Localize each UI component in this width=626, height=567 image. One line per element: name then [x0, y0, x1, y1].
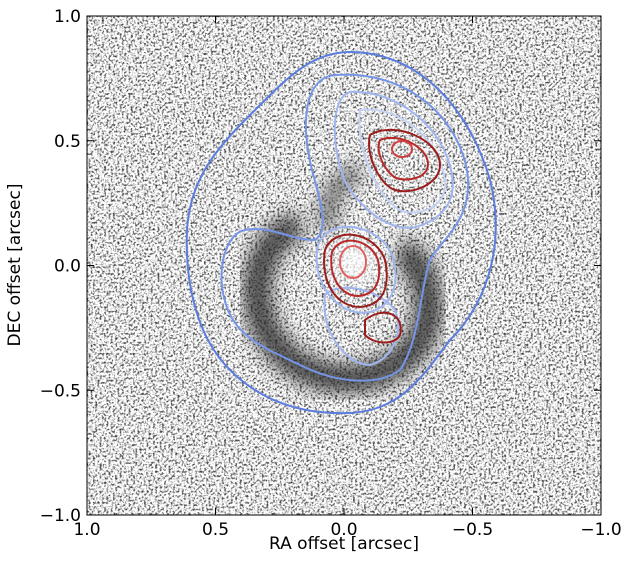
x-tick-label: −1.0 — [580, 520, 621, 540]
y-axis-label: DEC offset [arcsec] — [5, 184, 25, 347]
contour — [339, 245, 367, 279]
contour — [391, 140, 413, 158]
contour — [358, 108, 447, 214]
contour — [368, 128, 442, 193]
contour — [333, 90, 454, 230]
image — [87, 16, 601, 515]
y-tick-label: 0.5 — [54, 132, 81, 152]
x-tick-label: 0.5 — [202, 520, 229, 540]
contour — [315, 226, 397, 314]
contour — [377, 136, 430, 181]
y-tick-label: 0.0 — [54, 257, 81, 277]
contour — [330, 239, 381, 298]
y-tick-label: −1.0 — [40, 506, 81, 526]
contour — [364, 311, 402, 344]
y-tick-label: 1.0 — [54, 7, 81, 27]
x-tick-label: 0.0 — [330, 520, 357, 540]
contour — [220, 73, 470, 382]
x-axis-label: RA offset [arcsec] — [269, 534, 419, 554]
contour — [323, 286, 400, 367]
contour — [323, 233, 388, 309]
contour — [185, 50, 497, 415]
y-tick-label: −0.5 — [40, 381, 81, 401]
x-tick-label: 1.0 — [73, 520, 100, 540]
x-tick-label: −0.5 — [452, 520, 493, 540]
